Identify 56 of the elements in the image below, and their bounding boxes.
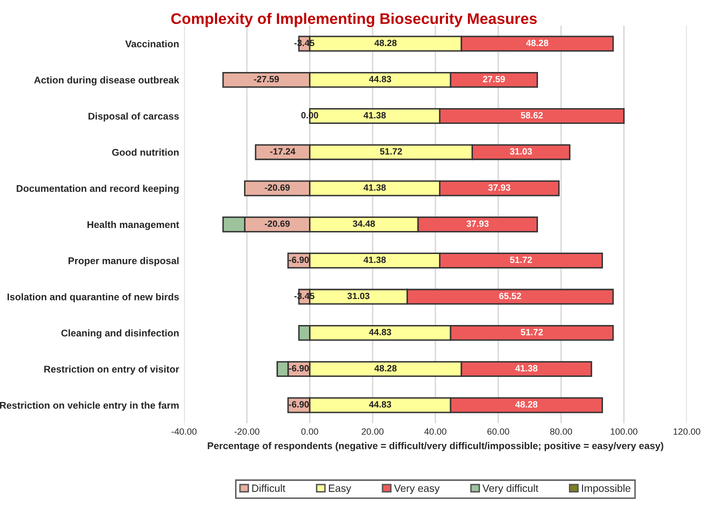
data-label: -17.24	[270, 148, 296, 154]
legend-label: Difficult	[252, 484, 286, 492]
x-tick-label: 100.00	[610, 428, 638, 435]
x-tick-label: 60.00	[487, 428, 510, 435]
data-label: 44.83	[369, 401, 392, 408]
data-label: 31.03	[510, 148, 532, 155]
y-tick-label: Documentation and record keeping	[16, 184, 179, 194]
x-tick-label: 20.00	[362, 428, 384, 435]
y-tick-label: Restriction on entry of visitor	[44, 365, 180, 375]
y-tick-label: Proper manure disposal	[68, 257, 179, 266]
x-tick-label: -20.00	[234, 428, 260, 435]
data-label: 34.48	[352, 220, 375, 227]
data-label: 44.83	[369, 76, 392, 82]
data-label: 51.72	[380, 148, 402, 155]
legend-label: Impossible	[582, 484, 630, 494]
data-label: 48.28	[374, 365, 397, 372]
data-label: 65.52	[499, 292, 522, 300]
x-axis-title: Percentage of respondents (negative = difficult/very difficult/impossible; positive = easy/very easy)	[208, 442, 664, 452]
y-tick-label: Vaccination	[125, 40, 179, 48]
x-tick-label: 120.00	[674, 428, 700, 435]
y-tick-label: Restriction on vehicle entry in the farm	[0, 402, 179, 411]
data-label: 41.38	[364, 256, 386, 264]
data-label: -27.59	[254, 76, 279, 82]
legend-label: Very easy	[394, 484, 440, 494]
data-label: 44.83	[369, 328, 392, 336]
data-label: 51.72	[520, 328, 543, 336]
data-label: -20.69	[264, 220, 290, 227]
data-label: 48.28	[526, 40, 548, 46]
y-tick-label: Good nutrition	[112, 148, 179, 156]
data-label: 48.28	[515, 401, 538, 408]
data-label: 37.93	[488, 184, 510, 191]
data-label: 58.62	[520, 112, 543, 118]
data-label: -6.90	[288, 401, 309, 408]
y-tick-label: Isolation and quarantine of new birds	[8, 293, 179, 302]
x-tick-label: 0.00	[301, 428, 318, 435]
data-label: 51.72	[510, 256, 532, 264]
data-label: -6.90	[288, 365, 309, 372]
legend-label: Easy	[328, 484, 352, 494]
x-tick-label: 80.00	[550, 428, 572, 435]
data-label: 31.03	[347, 292, 370, 300]
data-label: 27.59	[482, 76, 505, 82]
y-tick-label: Health management	[87, 220, 180, 230]
data-label: -20.69	[264, 184, 290, 191]
y-tick-label: Action during disease outbreak	[34, 76, 180, 86]
data-label: 41.38	[364, 112, 386, 118]
data-label: -6.90	[288, 256, 309, 264]
data-label: 48.28	[374, 40, 397, 46]
data-label: 41.38	[364, 184, 386, 191]
data-label: 37.93	[466, 220, 489, 227]
y-tick-label: Cleaning and disinfection	[61, 329, 179, 338]
x-tick-label: -40.00	[172, 428, 197, 435]
y-tick-label: Disposal of carcass	[88, 112, 179, 122]
chart-title: Complexity of Implementing Biosecurity Measures	[171, 12, 537, 28]
legend-label: Very difficult	[482, 484, 538, 494]
data-label: 41.38	[515, 365, 538, 372]
x-tick-label: 40.00	[424, 428, 446, 435]
